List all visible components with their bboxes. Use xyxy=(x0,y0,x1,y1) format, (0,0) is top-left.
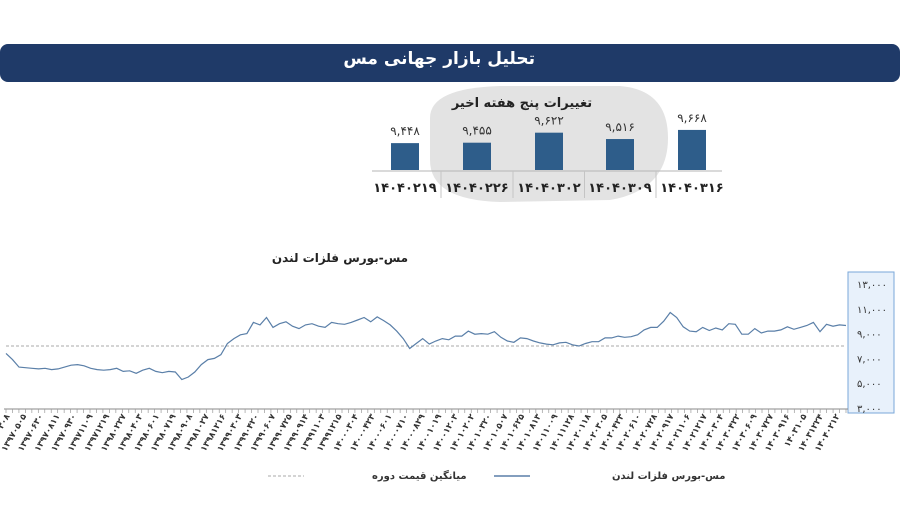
line-chart-title: مس-بورس فلزات لندن xyxy=(272,251,408,266)
bar-3 xyxy=(535,132,563,170)
bar-category-label-5: ۱۴۰۴۰۳۱۶ xyxy=(660,181,723,196)
bar-value-label-5: ۹,۶۶۸ xyxy=(677,111,707,125)
weekly-bar-chart: تغییرات پنج هفته اخیر ۹,۴۴۸ ۹,۴۵۵ ۹,۶۲۲ ۹,۵… xyxy=(372,86,724,202)
y-tick-label: ۵,۰۰۰ xyxy=(857,379,882,390)
bar-category-label-2: ۱۴۰۴۰۲۲۶ xyxy=(445,181,508,196)
header-banner: تحلیل بازار جهانی مس xyxy=(0,44,900,82)
bar-4 xyxy=(606,139,634,170)
legend-label-average: میانگین قیمت دوره xyxy=(372,469,467,482)
bar-value-label-3: ۹,۶۲۲ xyxy=(534,114,564,128)
bar-chart-title: تغییرات پنج هفته اخیر xyxy=(451,96,592,111)
lme-copper-line-chart: مس-بورس فلزات لندن ۳,۰۰۰ ۵,۰۰۰ ۷,۰۰۰ ۹,۰۰۰ ۱… xyxy=(0,251,895,453)
y-tick-label: ۱۱,۰۰۰ xyxy=(857,305,887,316)
legend: مس-بورس فلزات لندن میانگین قیمت دوره xyxy=(268,469,726,482)
y-tick-label: ۱۳,۰۰۰ xyxy=(857,280,887,291)
y-axis-panel xyxy=(847,271,895,414)
lme-copper-price-line xyxy=(5,311,847,381)
bar-value-label-2: ۹,۴۵۵ xyxy=(462,124,492,138)
bar-value-label-1: ۹,۴۴۸ xyxy=(390,124,420,138)
bar-category-label-4: ۱۴۰۴۰۳۰۹ xyxy=(588,181,652,196)
bar-1 xyxy=(391,143,419,170)
bar-5 xyxy=(678,129,706,170)
y-tick-label: ۷,۰۰۰ xyxy=(857,354,882,365)
y-tick-label: ۳,۰۰۰ xyxy=(857,404,882,415)
bar-category-label-3: ۱۴۰۴۰۳۰۲ xyxy=(517,181,581,196)
page-title: تحلیل بازار جهانی مس xyxy=(343,49,535,69)
legend-label-price: مس-بورس فلزات لندن xyxy=(612,471,726,482)
bar-category-label-1: ۱۴۰۴۰۲۱۹ xyxy=(373,181,437,196)
y-tick-label: ۹,۰۰۰ xyxy=(857,330,882,341)
bar-2 xyxy=(463,142,491,170)
bar-value-label-4: ۹,۵۱۶ xyxy=(605,120,635,134)
